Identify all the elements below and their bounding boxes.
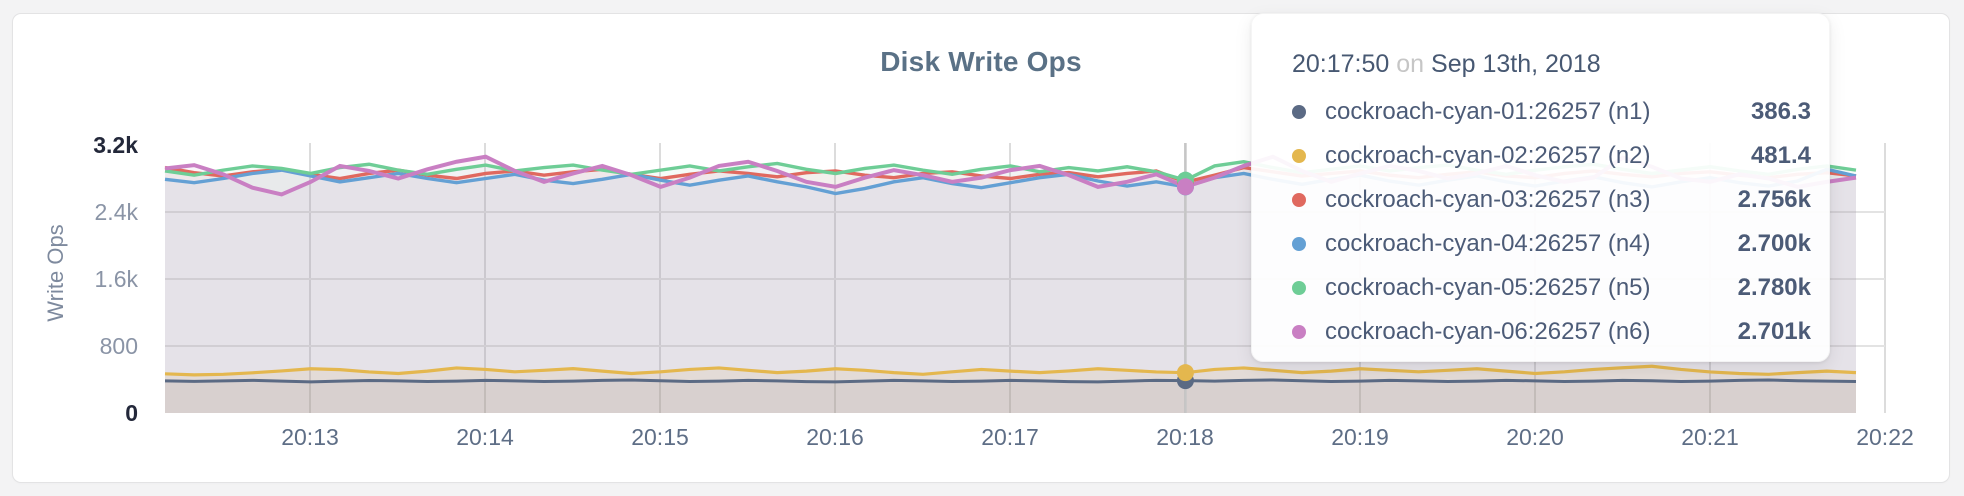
series-value: 2.700k	[1737, 230, 1811, 257]
x-axis-tick-label: 20:13	[281, 424, 339, 450]
tooltip-row: cockroach-cyan-04:26257 (n4) 2.700k	[1252, 222, 1829, 266]
series-label: cockroach-cyan-05:26257 (n5)	[1325, 274, 1651, 301]
x-axis-tick-label: 20:15	[631, 424, 689, 450]
series-label: cockroach-cyan-03:26257 (n3)	[1325, 186, 1651, 213]
x-axis-tick-label: 20:18	[1156, 424, 1214, 450]
tooltip-row: cockroach-cyan-02:26257 (n2) 481.4	[1252, 134, 1829, 178]
series-color-dot	[1292, 237, 1306, 251]
x-axis-tick-label: 20:19	[1331, 424, 1389, 450]
series-label: cockroach-cyan-06:26257 (n6)	[1325, 318, 1651, 345]
series-area-fill	[165, 380, 1856, 413]
y-axis-tick-label: 800	[99, 333, 138, 359]
series-label: cockroach-cyan-02:26257 (n2)	[1325, 142, 1651, 169]
series-area-fill	[165, 366, 1856, 413]
tooltip-row: cockroach-cyan-06:26257 (n6) 2.701k	[1252, 310, 1829, 354]
tooltip-row: cockroach-cyan-01:26257 (n1) 386.3	[1252, 90, 1829, 134]
series-value: 386.3	[1750, 98, 1811, 125]
series-label: cockroach-cyan-01:26257 (n1)	[1325, 98, 1651, 125]
y-axis-label: Write Ops	[43, 224, 68, 322]
x-axis-tick-label: 20:16	[806, 424, 864, 450]
series-color-dot	[1292, 281, 1306, 295]
tooltip-row: cockroach-cyan-05:26257 (n5) 2.780k	[1252, 266, 1829, 310]
series-value: 481.4	[1750, 142, 1811, 169]
tooltip-row: cockroach-cyan-03:26257 (n3) 2.756k	[1252, 178, 1829, 222]
chart-title: Disk Write Ops	[880, 46, 1082, 77]
series-line	[164, 364, 1857, 377]
tooltip-on-word: on	[1396, 50, 1425, 78]
series-label: cockroach-cyan-04:26257 (n4)	[1325, 230, 1651, 257]
series-color-dot	[1292, 149, 1306, 163]
tooltip-date: Sep 13th, 2018	[1431, 50, 1601, 78]
hover-point-dot	[1176, 364, 1194, 382]
hover-point-dot	[1176, 178, 1194, 196]
y-axis-tick-label: 2.4k	[94, 199, 138, 225]
series-line	[164, 378, 1857, 384]
chart-tooltip: 20:17:50 on Sep 13th, 2018 cockroach-cya…	[1251, 13, 1830, 362]
series-value: 2.701k	[1737, 318, 1811, 345]
series-value: 2.756k	[1737, 186, 1811, 213]
x-axis-tick-label: 20:14	[456, 424, 514, 450]
series-color-dot	[1292, 105, 1306, 119]
series-color-dot	[1292, 325, 1306, 339]
series-color-dot	[1292, 193, 1306, 207]
tooltip-time: 20:17:50	[1292, 50, 1390, 78]
x-axis-tick-label: 20:17	[981, 424, 1039, 450]
tooltip-timestamp: 20:17:50 on Sep 13th, 2018	[1292, 48, 1799, 80]
x-axis-tick-label: 20:22	[1856, 424, 1914, 450]
y-axis-tick-label: 3.2k	[93, 132, 138, 158]
x-axis-tick-label: 20:21	[1681, 424, 1739, 450]
x-axis-tick-label: 20:20	[1506, 424, 1564, 450]
series-value: 2.780k	[1737, 274, 1811, 301]
y-axis-tick-label: 1.6k	[94, 266, 138, 292]
y-axis-tick-label: 0	[125, 400, 138, 426]
